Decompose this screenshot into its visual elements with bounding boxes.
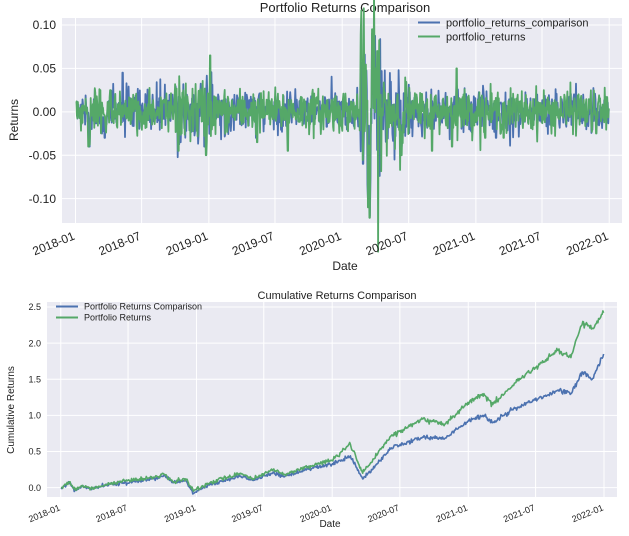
y-tick-label: 1.0 <box>28 411 41 421</box>
legend: portfolio_returns_comparison portfolio_re… <box>418 17 588 43</box>
y-axis-label: Cumulative Returns <box>6 366 17 454</box>
y-tick-label: 0.5 <box>28 447 41 457</box>
legend-label: portfolio_returns_comparison <box>446 17 588 29</box>
y-tick-label: 1.5 <box>28 374 41 384</box>
y-tick-label: -0.10 <box>29 192 57 206</box>
legend-label: portfolio_returns <box>446 31 526 43</box>
y-tick-label: 2.5 <box>28 302 41 312</box>
legend-label: Portfolio Returns Comparison <box>84 302 202 312</box>
chart-title: Portfolio Returns Comparison <box>260 0 431 15</box>
series-line-1 <box>75 0 610 253</box>
y-tick-label: 0.00 <box>33 105 57 119</box>
y-tick-labels: 0.10 0.05 0.00 -0.05 -0.10 <box>29 18 57 206</box>
y-tick-label: -0.05 <box>29 148 57 162</box>
y-tick-label: 2.0 <box>28 338 41 348</box>
y-tick-label: 0.10 <box>33 18 57 32</box>
x-axis-label: Date <box>319 519 341 530</box>
returns-chart: Portfolio Returns Comparison 0.10 0.05 0.0… <box>7 0 622 273</box>
series-line-1 <box>60 310 605 492</box>
series-line-0 <box>60 353 605 495</box>
cumulative-returns-chart: Cumulative Returns Comparison 2.5 2.0 1.5 1… <box>6 290 617 530</box>
y-tick-label: 0.05 <box>33 62 57 76</box>
legend-label: Portfolio Returns <box>84 313 152 323</box>
y-tick-labels: 2.5 2.0 1.5 1.0 0.5 0.0 <box>28 302 41 493</box>
series-layer <box>60 310 605 495</box>
x-axis-label: Date <box>332 259 358 273</box>
y-axis-label: Returns <box>7 99 21 141</box>
y-tick-label: 0.0 <box>28 483 41 493</box>
series-layer <box>75 0 610 253</box>
chart-title: Cumulative Returns Comparison <box>258 290 417 302</box>
